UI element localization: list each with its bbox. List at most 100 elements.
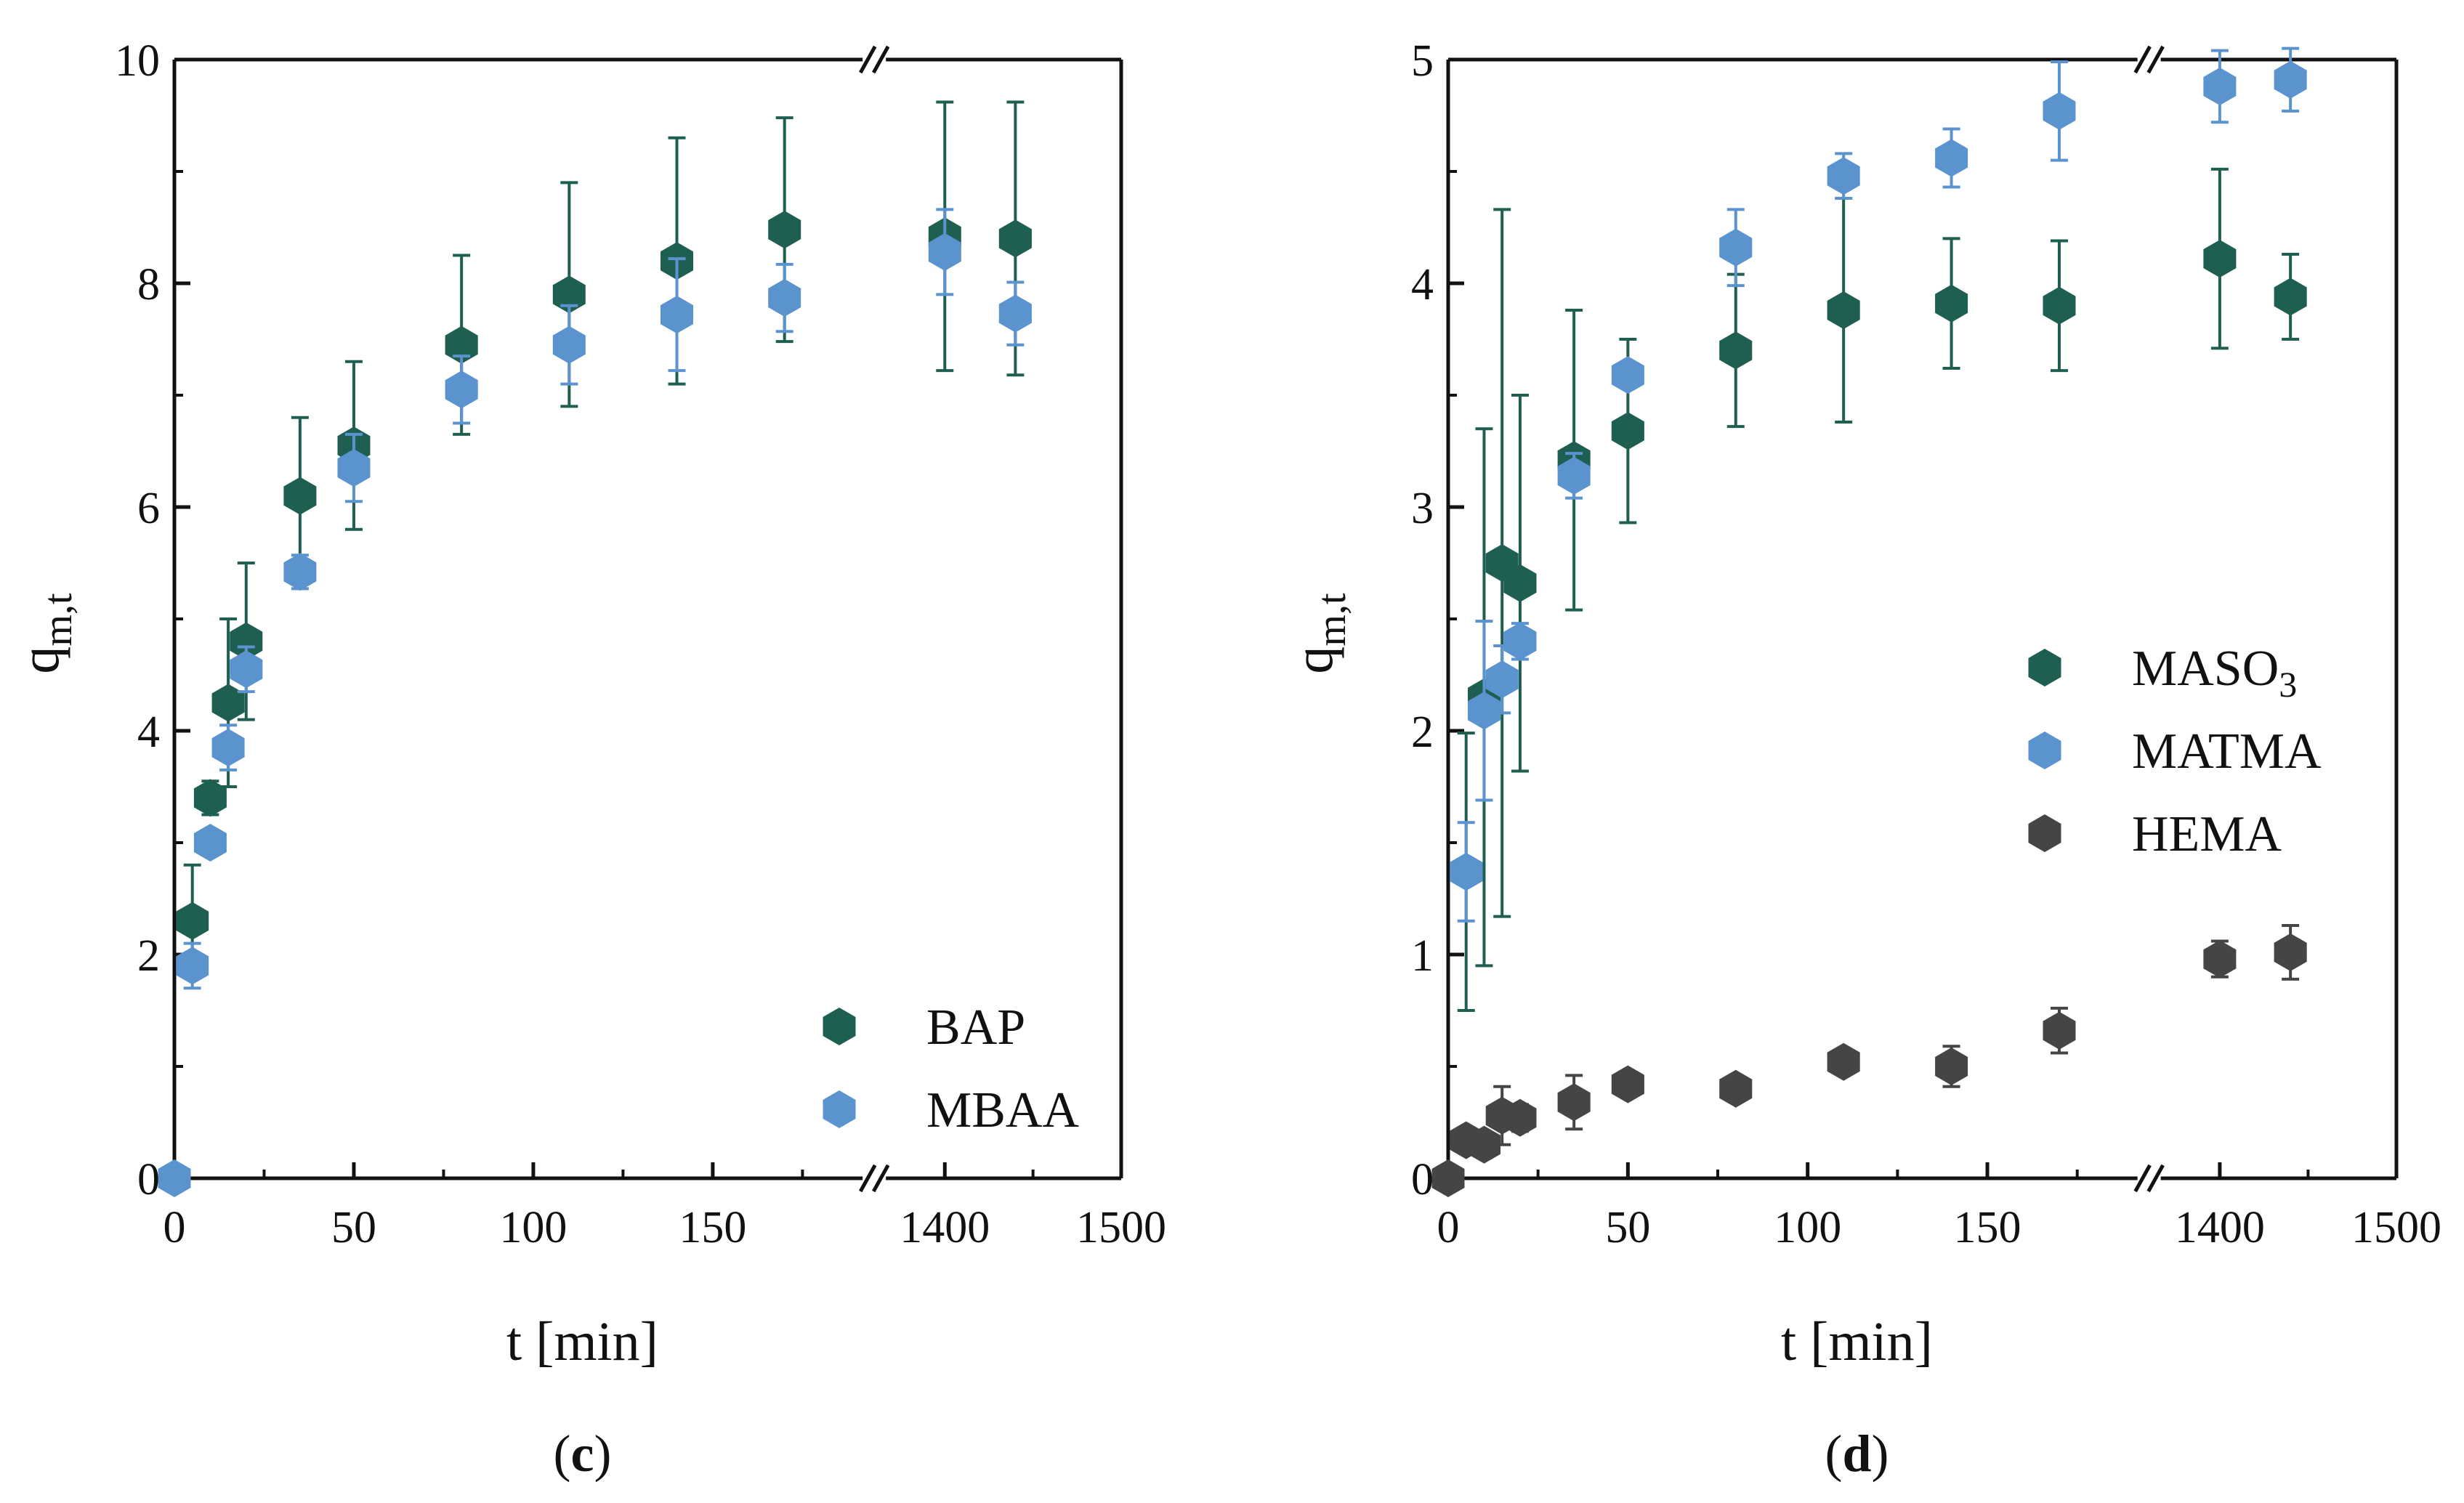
panel-label: (d) — [1825, 1425, 1889, 1483]
axis-break-mark — [871, 1164, 890, 1193]
legend-label-subscript: 3 — [2279, 664, 2297, 705]
data-point — [1468, 1125, 1500, 1164]
y-tick-label: 6 — [137, 484, 160, 533]
data-point — [283, 553, 317, 591]
axis-break-mark — [858, 45, 877, 74]
y-axis-title-base: q — [1283, 647, 1344, 674]
legend-marker — [2028, 732, 2061, 769]
x-tick-label: 100 — [1774, 1203, 1841, 1252]
data-point — [998, 219, 1032, 258]
panel-label-letter: c — [571, 1425, 594, 1483]
data-point — [211, 684, 245, 722]
data-point — [176, 947, 209, 985]
axis-break-mark — [2133, 1164, 2152, 1193]
data-point — [552, 325, 586, 364]
x-tick-label: 50 — [331, 1203, 376, 1252]
y-tick-label: 10 — [115, 36, 160, 86]
data-point — [1503, 1098, 1537, 1137]
data-point — [1503, 564, 1537, 602]
x-tick-label: 1500 — [2351, 1203, 2441, 1252]
y-tick-label: 0 — [137, 1155, 160, 1204]
data-point — [193, 824, 227, 862]
x-tick-label: 1400 — [900, 1203, 990, 1252]
legend-label-text: HEMA — [2132, 806, 2282, 862]
y-tick-label: 1 — [1411, 931, 1434, 981]
series-hema — [1431, 923, 2307, 1197]
panel-label-close: ) — [594, 1425, 611, 1483]
data-point — [1719, 1069, 1753, 1108]
legend-label: MBAA — [926, 1082, 1079, 1138]
y-tick-label: 4 — [1411, 260, 1434, 309]
y-tick-label: 2 — [137, 931, 160, 981]
series-mbaa — [158, 208, 1032, 1197]
data-point — [1611, 1065, 1644, 1103]
data-point — [1557, 456, 1591, 495]
y-tick-label: 3 — [1411, 484, 1434, 533]
axis-break-mark — [2146, 45, 2165, 74]
legend-label: HEMA — [2132, 806, 2282, 862]
legend-marker — [2028, 649, 2061, 686]
data-point — [2043, 92, 2076, 130]
y-tick-label: 4 — [137, 708, 160, 757]
data-point — [1503, 622, 1537, 660]
legend-marker — [823, 1090, 856, 1128]
data-point — [552, 275, 586, 314]
data-point — [1827, 157, 1860, 195]
data-point — [1611, 356, 1644, 394]
x-tick-label: 0 — [163, 1203, 186, 1252]
y-axis-title-base: q — [9, 647, 70, 674]
data-point — [2203, 240, 2237, 278]
data-point — [1557, 1083, 1591, 1122]
data-point — [158, 1159, 191, 1197]
x-tick-label: 1500 — [1076, 1203, 1166, 1252]
data-point — [2274, 60, 2307, 99]
data-point — [768, 279, 801, 317]
data-point — [1827, 291, 1860, 329]
data-point — [768, 211, 801, 249]
data-point — [193, 779, 227, 817]
series-maso — [1450, 167, 2307, 1012]
panel-label: (c) — [554, 1425, 612, 1483]
axis-break-mark — [2133, 45, 2152, 74]
data-point — [661, 296, 693, 334]
data-point — [283, 477, 317, 515]
axis-break-mark — [858, 1164, 877, 1193]
x-tick-label: 0 — [1437, 1203, 1460, 1252]
y-tick-label: 8 — [137, 260, 160, 309]
series-bap — [176, 100, 1032, 979]
data-point — [230, 650, 263, 689]
legend-label-text: BAP — [926, 1000, 1025, 1056]
data-point — [1468, 692, 1500, 730]
x-tick-label: 50 — [1605, 1203, 1650, 1252]
legend-label: BAP — [926, 1000, 1025, 1056]
panel-label-open: ( — [554, 1425, 571, 1483]
legend-marker — [2028, 814, 2061, 852]
data-point — [2203, 940, 2237, 979]
data-point — [337, 449, 371, 487]
axis-break-mark — [2146, 1164, 2165, 1193]
legend-label-text: MASO — [2132, 641, 2279, 697]
x-tick-label: 100 — [499, 1203, 567, 1252]
data-point — [1485, 660, 1519, 699]
panel-label-letter: d — [1842, 1425, 1871, 1483]
legend-marker — [823, 1008, 856, 1045]
y-tick-label: 2 — [1411, 708, 1434, 757]
series-matma — [1450, 46, 2307, 923]
data-point — [2274, 277, 2307, 316]
y-tick-label: 0 — [1411, 1155, 1434, 1204]
data-point — [2043, 286, 2076, 325]
x-tick-label: 150 — [679, 1203, 746, 1252]
y-axis-title-subscript: m,t — [1309, 593, 1354, 647]
data-point — [1935, 139, 1968, 177]
data-point — [1450, 853, 1483, 891]
x-tick-label: 1400 — [2175, 1203, 2265, 1252]
x-axis-title: t [min] — [1781, 1311, 1933, 1372]
data-point — [928, 232, 961, 271]
data-point — [2274, 933, 2307, 971]
chart-panel-c: 0 50 100 150 1400 1500 0 2 4 6 8 10 t [min] qm,t (c) BA… — [9, 36, 1166, 1483]
data-point — [230, 622, 263, 660]
data-point — [1431, 1159, 1465, 1197]
x-tick-label: 150 — [1954, 1203, 2021, 1252]
data-point — [2043, 1011, 2076, 1050]
